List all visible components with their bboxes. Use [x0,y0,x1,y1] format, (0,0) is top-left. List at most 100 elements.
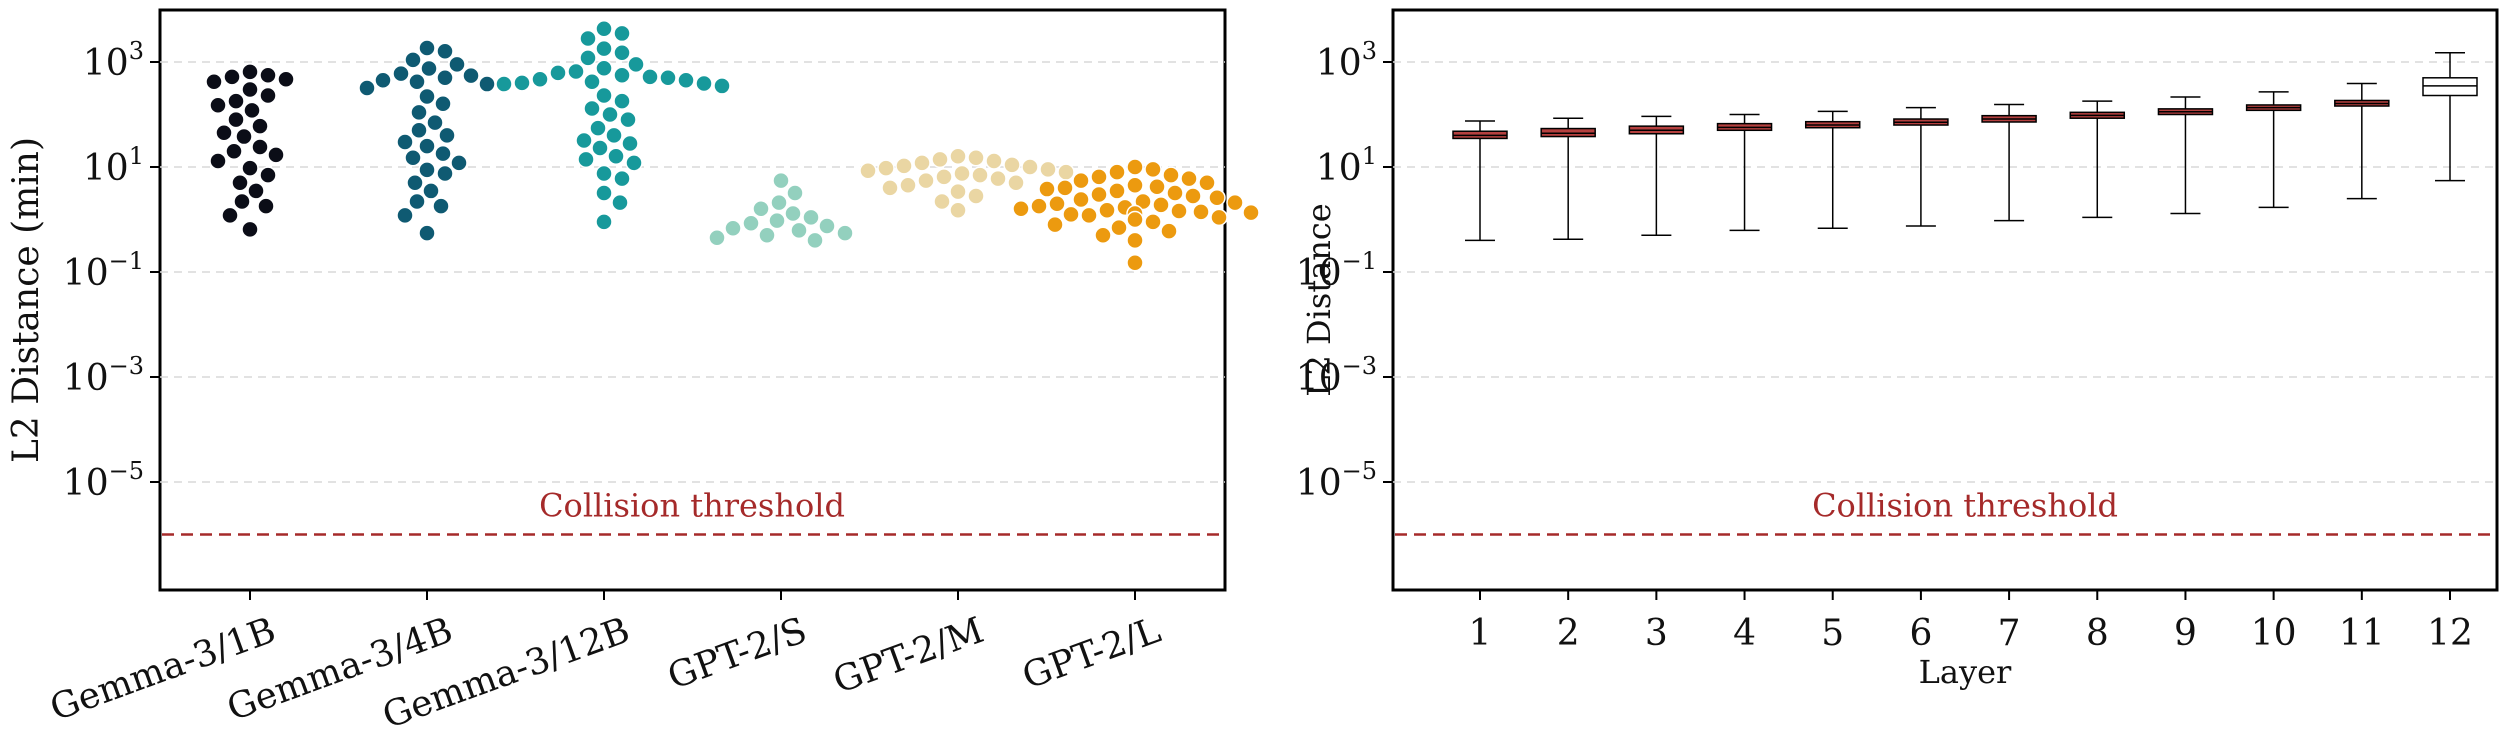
swarm-dot [1198,174,1216,192]
y-tick-label: 10−5 [63,457,144,504]
swarm-dot [392,64,410,83]
swarm-dot [1110,218,1128,237]
swarm-dot [836,224,854,242]
swarm-dot [713,77,731,95]
box-layer-2 [1540,117,1596,241]
swarm-dot [418,39,436,57]
swarm-dot [1144,160,1162,179]
swarm-dot [434,144,452,163]
swarm-dot [575,131,593,150]
swarm-dot [985,152,1003,170]
swarm-dot [259,66,277,84]
swarm-dot [579,29,597,48]
swarm-dot [971,166,989,184]
swarm-dot [410,103,428,122]
swarm-dot [410,121,428,140]
swarm-dot [953,164,971,183]
y-tick-base: 10 [83,148,129,189]
swarm-dot [251,138,269,156]
swarm-dot [267,146,285,164]
swarm-dot [589,119,607,137]
swarm-dot [1090,168,1108,186]
box-layer-5 [1804,110,1861,230]
swarm-dot [404,149,422,167]
swarm-dot [227,110,245,129]
y-tick-label: 10−1 [63,247,144,294]
swarm-dot [577,150,595,169]
swarm-dot [607,147,625,166]
swarm-dot [1090,185,1108,204]
swarm-dot [641,68,659,86]
swarm-dot [595,213,613,231]
swarm-dot [209,152,227,170]
swarm-dots [205,19,1260,272]
y-tick-label: 103 [83,37,144,84]
swarm-dot [531,70,549,88]
swarm-dot [1126,231,1144,250]
swarm-dot [933,192,951,211]
swarm-dot [1007,174,1025,192]
swarm-plot-frame [158,8,1227,592]
swarm-dot [949,147,967,166]
swarm-dot [1039,160,1057,179]
swarm-dot [881,179,899,197]
swarm-collision-threshold-label: Collision threshold [539,487,845,525]
y-tick-base: 10 [1316,148,1362,189]
swarm-dot [1184,187,1202,205]
swarm-dot [877,159,895,177]
y-tick-exponent: 1 [129,142,144,170]
swarm-dot [1166,184,1184,202]
swarm-dot [613,92,631,110]
swarm-dot [231,174,249,192]
swarm-dot [595,59,613,78]
swarm-dot [1126,254,1144,272]
swarm-dot [1126,158,1144,176]
y-tick-exponent: −1 [109,247,144,275]
swarm-dot [426,113,444,132]
box-layer-11 [2334,82,2390,200]
swarm-dot [243,101,261,120]
y-tick-base: 10 [63,463,109,504]
swarm-dot [621,134,639,153]
swarm-dot [1180,169,1198,188]
swarm-dot [752,200,770,218]
box-x-ticks: 1 2 3 4 5 6 7 8 9 10 11 12 [1469,590,2473,654]
y-tick-label: 101 [83,142,144,189]
x-tick-label: 1 [1469,613,1492,654]
swarm-dot [1003,156,1021,174]
swarm-dot [1170,202,1188,220]
swarm-dot [1242,203,1260,222]
swarm-dot [436,42,454,61]
swarm-dot [595,86,613,105]
swarm-dot [595,164,613,183]
swarm-dot [818,217,836,235]
swarm-dot [1057,163,1075,181]
box-layer-8 [2069,100,2126,219]
box-layer-7 [1981,103,2037,222]
swarm-dot [931,150,949,169]
swarm-dot [1046,215,1064,234]
swarm-dot [223,68,241,86]
swarm-dot [1160,222,1178,240]
swarm-dot [418,224,436,242]
swarm-dot [770,193,788,212]
x-tick-label: 3 [1645,613,1668,654]
swarm-dot [1162,166,1180,184]
swarm-dot [1226,193,1244,212]
y-tick-base: 10 [1316,43,1362,84]
swarm-dot [225,142,243,160]
swarm-dot [784,204,802,223]
swarm-dot [549,64,567,82]
swarm-dot [418,161,436,179]
box-y-axis-label: L2 Distance [1300,203,1338,397]
swarm-dot [1030,197,1048,215]
swarm-dot [396,206,414,225]
swarm-dot [241,220,259,239]
swarm-dot [595,39,613,58]
swarm-dot [583,99,601,118]
swarm-dot [786,184,804,202]
swarm-dot [495,75,513,93]
swarm-dot [241,80,259,99]
